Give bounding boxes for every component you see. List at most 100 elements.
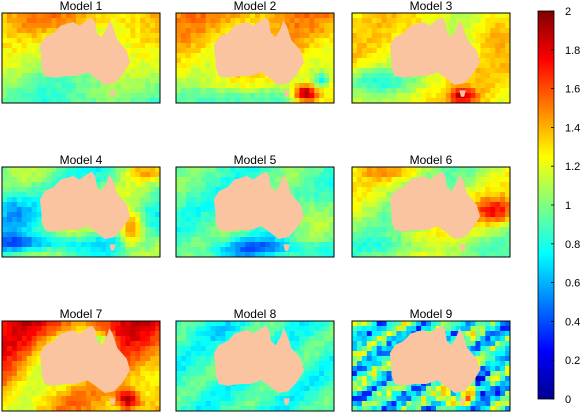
heatmap-cell <box>356 242 363 248</box>
heatmap-cell <box>245 252 251 258</box>
heatmap-cell <box>16 48 23 54</box>
heatmap-cell <box>61 167 67 173</box>
heatmap-cell <box>26 202 33 208</box>
heatmap-cell <box>391 237 397 243</box>
heatmap-cell <box>485 366 491 372</box>
heatmap-cell <box>130 172 136 178</box>
heatmap-cell <box>115 242 121 248</box>
heatmap-cell <box>381 28 387 34</box>
heatmap-cell <box>2 227 8 233</box>
heatmap-cell <box>210 33 216 39</box>
heatmap-cell <box>480 38 486 44</box>
heatmap-cell <box>105 242 112 248</box>
heatmap-cell <box>500 167 506 173</box>
heatmap-cell <box>205 356 211 362</box>
heatmap-cell <box>2 18 8 24</box>
heatmap-cell <box>26 13 33 19</box>
heatmap-cell <box>356 341 363 347</box>
panel-model-3: Model 3 <box>351 0 511 104</box>
heatmap-cell <box>11 177 18 183</box>
heatmap-cell <box>2 331 8 337</box>
heatmap-cell <box>110 98 116 104</box>
heatmap-cell <box>240 386 246 392</box>
heatmap-cell <box>125 93 131 99</box>
heatmap-cell <box>371 197 378 203</box>
heatmap-cell <box>289 326 295 332</box>
heatmap-cell <box>185 321 192 327</box>
heatmap-cell <box>155 386 161 392</box>
heatmap-cell <box>61 326 67 332</box>
heatmap-cell <box>366 172 373 178</box>
heatmap-cell <box>195 331 202 337</box>
heatmap-cell <box>130 401 136 407</box>
heatmap-cell <box>465 346 471 352</box>
heatmap-cell <box>500 38 506 44</box>
heatmap-cell <box>31 38 37 44</box>
heatmap-cell <box>16 202 23 208</box>
heatmap-cell <box>36 217 42 223</box>
heatmap-cell <box>294 88 300 94</box>
heatmap-cell <box>140 406 146 412</box>
heatmap-cell <box>250 83 256 89</box>
heatmap-cell <box>140 48 146 54</box>
heatmap-cell <box>485 326 491 332</box>
heatmap-cell <box>36 361 42 367</box>
heatmap-cell <box>445 182 452 188</box>
heatmap-cell <box>36 406 42 412</box>
heatmap-cell <box>11 232 18 238</box>
heatmap-cell <box>299 192 305 198</box>
heatmap-cell <box>31 376 37 382</box>
heatmap-cell <box>324 336 330 342</box>
heatmap-cell <box>255 381 261 387</box>
heatmap-cell <box>289 177 295 183</box>
heatmap-cell <box>150 321 156 327</box>
heatmap-cell <box>180 356 187 362</box>
heatmap-cell <box>195 197 202 203</box>
heatmap-cell <box>279 247 286 253</box>
heatmap-cell <box>371 217 378 223</box>
heatmap-cell <box>500 192 506 198</box>
heatmap-cell <box>81 406 87 412</box>
heatmap-cell <box>11 68 18 74</box>
heatmap-cell <box>314 227 320 233</box>
heatmap-cell <box>115 237 121 243</box>
heatmap-cell <box>46 232 52 238</box>
heatmap-cell <box>490 48 496 54</box>
heatmap-cell <box>36 396 42 402</box>
heatmap-cell <box>485 341 491 347</box>
heatmap-cell <box>31 237 37 243</box>
heatmap-cell <box>356 53 363 59</box>
heatmap-cell <box>366 58 373 64</box>
heatmap-cell <box>190 346 197 352</box>
heatmap-cell <box>352 167 358 173</box>
heatmap-cell <box>299 406 305 412</box>
heatmap-cell <box>200 336 207 342</box>
heatmap-cell <box>324 48 330 54</box>
heatmap-cell <box>200 341 207 347</box>
heatmap-cell <box>445 177 452 183</box>
heatmap-cell <box>470 192 476 198</box>
heatmap-cell <box>381 361 387 367</box>
heatmap-cell <box>36 386 42 392</box>
heatmap-cell <box>180 336 187 342</box>
heatmap-cell <box>76 396 82 402</box>
heatmap-cell <box>460 237 466 243</box>
heatmap-cell <box>490 331 496 337</box>
heatmap-cell <box>500 242 506 248</box>
heatmap-cell <box>304 207 310 213</box>
heatmap-cell <box>401 177 407 183</box>
heatmap-cell <box>460 23 466 29</box>
heatmap-cell <box>490 346 496 352</box>
heatmap-cell <box>155 356 161 362</box>
heatmap-cell <box>294 43 300 49</box>
heatmap-cell <box>366 13 373 19</box>
heatmap-cell <box>376 48 383 54</box>
heatmap-cell <box>150 252 156 258</box>
heatmap-cell <box>371 247 378 253</box>
heatmap-cell <box>145 93 151 99</box>
heatmap-cell <box>210 232 216 238</box>
heatmap-cell <box>26 172 33 178</box>
heatmap-cell <box>309 321 315 327</box>
heatmap-cell <box>51 177 57 183</box>
heatmap-cell <box>135 227 141 233</box>
